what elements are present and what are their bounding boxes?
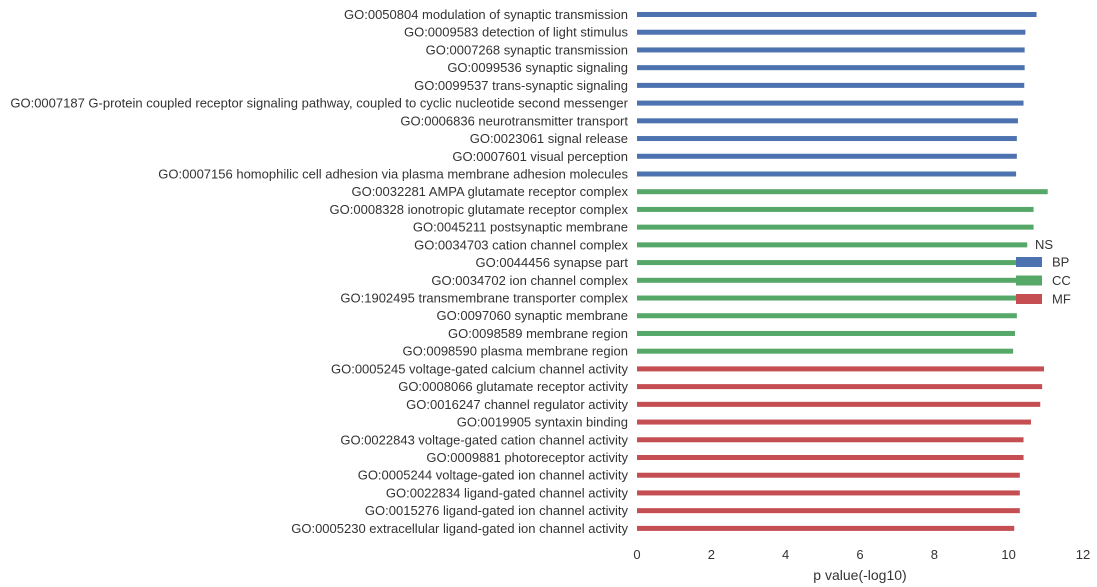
y-tick-labels: GO:0050804 modulation of synaptic transm… bbox=[10, 7, 628, 536]
bar bbox=[637, 29, 1026, 35]
bar bbox=[637, 260, 1020, 266]
y-tick-label: GO:0019905 syntaxin binding bbox=[457, 415, 628, 430]
legend-swatch bbox=[1016, 257, 1042, 267]
bar bbox=[637, 384, 1043, 390]
y-tick-label: GO:0007268 synaptic transmission bbox=[426, 42, 628, 57]
y-tick-label: GO:0005244 voltage-gated ion channel act… bbox=[358, 468, 629, 483]
y-tick-label: GO:0098590 plasma membrane region bbox=[403, 344, 628, 359]
y-tick-label: GO:0006836 neurotransmitter transport bbox=[400, 113, 628, 128]
x-tick-label: 4 bbox=[782, 547, 789, 562]
y-tick-label: GO:0005230 extracellular ligand-gated io… bbox=[291, 521, 628, 536]
bar bbox=[637, 47, 1025, 53]
y-tick-label: GO:1902495 transmembrane transporter com… bbox=[340, 291, 628, 306]
y-tick-label: GO:0016247 channel regulator activity bbox=[406, 397, 628, 412]
legend-label: BP bbox=[1052, 255, 1069, 270]
y-tick-label: GO:0044456 synapse part bbox=[476, 255, 629, 270]
legend-title: NS bbox=[1035, 237, 1053, 252]
bar bbox=[637, 171, 1017, 177]
bar bbox=[637, 206, 1034, 212]
bar bbox=[637, 65, 1025, 71]
x-tick-label: 10 bbox=[1001, 547, 1015, 562]
y-tick-label: GO:0022834 ligand-gated channel activity bbox=[386, 485, 629, 500]
x-tick-label: 8 bbox=[931, 547, 938, 562]
y-tick-label: GO:0034702 ion channel complex bbox=[431, 273, 628, 288]
bar bbox=[637, 348, 1014, 354]
bar bbox=[637, 277, 1018, 283]
bar bbox=[637, 224, 1034, 230]
y-tick-label: GO:0015276 ligand-gated ion channel acti… bbox=[365, 503, 629, 518]
bar bbox=[637, 472, 1020, 478]
y-tick-label: GO:0097060 synaptic membrane bbox=[437, 308, 629, 323]
legend-label: CC bbox=[1052, 273, 1071, 288]
bar bbox=[637, 330, 1015, 336]
y-tick-label: GO:0005245 voltage-gated calcium channel… bbox=[331, 361, 629, 376]
legend-label: MF bbox=[1052, 292, 1071, 307]
bar bbox=[637, 118, 1018, 124]
bar bbox=[637, 508, 1020, 514]
x-axis-label: p value(-log10) bbox=[813, 567, 906, 583]
bar bbox=[637, 401, 1041, 407]
y-tick-label: GO:0099537 trans-synaptic signaling bbox=[414, 78, 628, 93]
y-tick-label: GO:0023061 signal release bbox=[470, 131, 628, 146]
bar bbox=[637, 136, 1017, 142]
y-tick-label: GO:0008328 ionotropic glutamate receptor… bbox=[330, 202, 629, 217]
y-tick-label: GO:0008066 glutamate receptor activity bbox=[398, 379, 628, 394]
y-tick-label: GO:0098589 membrane region bbox=[448, 326, 628, 341]
x-tick-labels: 0 2 4 6 8 10 12 bbox=[633, 547, 1090, 562]
bar bbox=[637, 525, 1015, 531]
y-tick-label: GO:0099536 synaptic signaling bbox=[447, 60, 628, 75]
bar bbox=[637, 455, 1024, 460]
y-tick-label: GO:0032281 AMPA glutamate receptor compl… bbox=[351, 184, 628, 199]
bar bbox=[637, 366, 1044, 372]
legend-swatch bbox=[1016, 294, 1042, 304]
bar bbox=[637, 490, 1020, 496]
legend-swatch bbox=[1016, 275, 1042, 286]
bar bbox=[637, 153, 1017, 159]
y-tick-label: GO:0022843 voltage-gated cation channel … bbox=[340, 432, 628, 447]
bar bbox=[637, 100, 1024, 106]
legend: NS BP CC MF bbox=[1016, 237, 1071, 307]
y-tick-label: GO:0045211 postsynaptic membrane bbox=[413, 220, 628, 235]
bar bbox=[637, 419, 1031, 425]
y-tick-label: GO:0007156 homophilic cell adhesion via … bbox=[158, 166, 628, 181]
y-tick-label: GO:0034703 cation channel complex bbox=[414, 237, 628, 252]
x-tick-label: 6 bbox=[856, 547, 863, 562]
y-tick-label: GO:0007601 visual perception bbox=[452, 149, 628, 164]
y-tick-label: GO:0050804 modulation of synaptic transm… bbox=[344, 7, 628, 22]
bar bbox=[637, 437, 1024, 443]
x-tick-label: 0 bbox=[633, 547, 640, 562]
y-tick-label: GO:0009583 detection of light stimulus bbox=[404, 25, 629, 40]
bar bbox=[637, 242, 1028, 248]
bar bbox=[637, 295, 1018, 301]
y-tick-label: GO:0007187 G-protein coupled receptor si… bbox=[10, 96, 628, 111]
x-tick-label: 12 bbox=[1076, 547, 1090, 562]
bar bbox=[637, 189, 1048, 195]
y-tick-label: GO:0009881 photoreceptor activity bbox=[426, 450, 628, 465]
bars-layer bbox=[637, 12, 1048, 531]
bar bbox=[637, 12, 1037, 17]
bar bbox=[637, 313, 1017, 319]
x-tick-label: 2 bbox=[708, 547, 715, 562]
bar bbox=[637, 82, 1025, 88]
